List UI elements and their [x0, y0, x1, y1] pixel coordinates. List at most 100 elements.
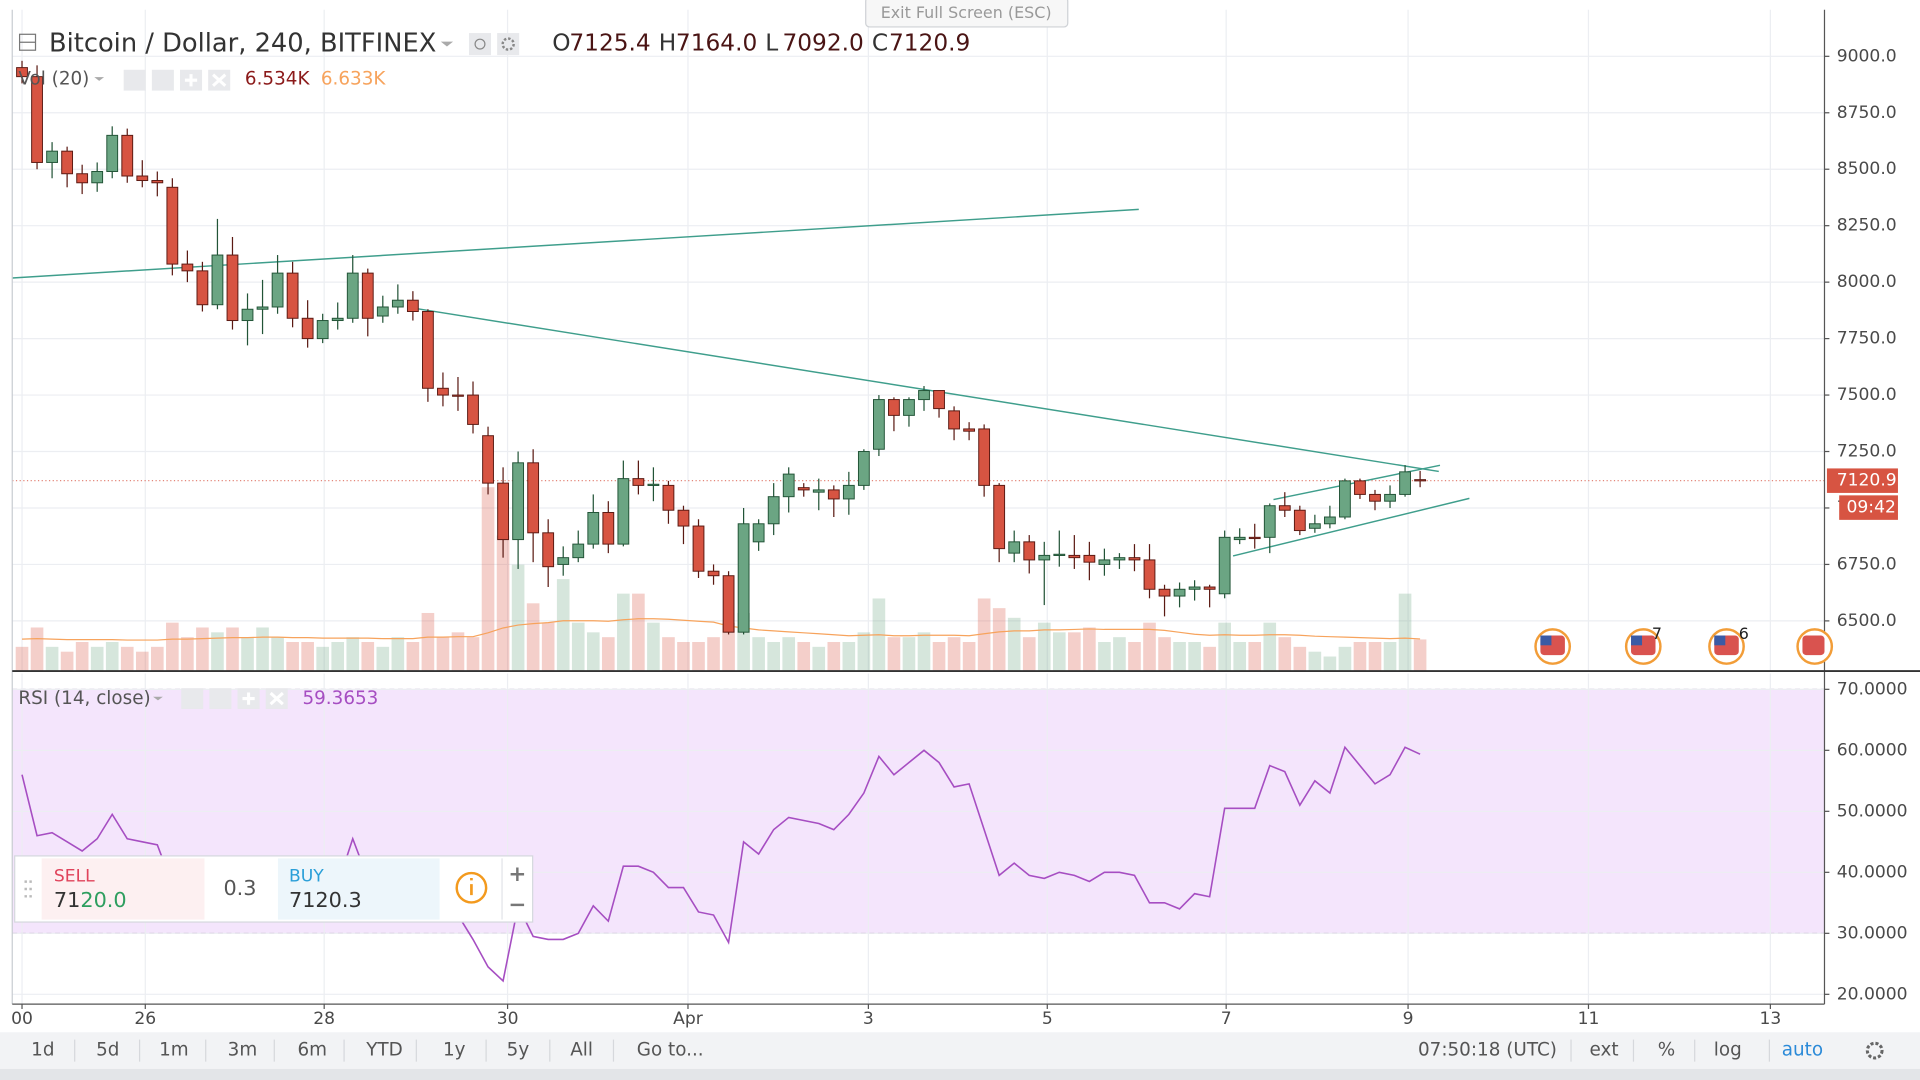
sell-label: SELL: [54, 867, 95, 887]
candle-body: [857, 451, 870, 486]
volume-bar: [391, 637, 405, 672]
expand-button[interactable]: [510, 867, 525, 882]
volume-bar: [1338, 646, 1352, 672]
eye-icon: [474, 38, 486, 50]
range-button[interactable]: 6m: [297, 1040, 327, 1061]
candle-body: [241, 308, 254, 322]
range-button[interactable]: All: [570, 1040, 593, 1061]
candle-body: [903, 399, 915, 416]
eye-button[interactable]: [123, 69, 146, 91]
volume-bar: [842, 642, 856, 672]
volume-bar: [541, 622, 555, 672]
candle-body: [827, 489, 840, 500]
symbol-title[interactable]: Bitcoin / Dollar, 240, BITFINEX: [49, 29, 436, 59]
goto-button[interactable]: Go to...: [637, 1040, 704, 1061]
flag-icon: [1540, 635, 1552, 646]
x-tick-label: 28: [313, 1009, 335, 1029]
settings-icon[interactable]: [1865, 1041, 1884, 1060]
buy-button[interactable]: [277, 858, 440, 920]
dropdown-arrow[interactable]: [153, 696, 163, 701]
eye-button[interactable]: [181, 688, 204, 709]
trend-line[interactable]: [12, 208, 1139, 279]
y-tick-label: 8000.0: [1837, 272, 1897, 292]
range-button[interactable]: 3m: [228, 1040, 258, 1061]
volume-bar: [571, 622, 585, 672]
trend-line[interactable]: [416, 307, 1439, 473]
candle-body: [782, 473, 795, 498]
volume-bar: [135, 651, 149, 672]
candle-body: [1248, 536, 1261, 540]
sell-button[interactable]: [41, 858, 205, 920]
settings-button[interactable]: [209, 688, 232, 709]
candle-body: [301, 317, 314, 340]
candle-body: [978, 428, 991, 486]
range-button[interactable]: 5y: [507, 1040, 530, 1061]
volume-bar: [1323, 656, 1337, 672]
volume-bar: [1128, 642, 1141, 672]
dropdown-arrow[interactable]: [94, 77, 105, 81]
info-button[interactable]: [455, 871, 488, 904]
settings-button[interactable]: [497, 33, 520, 56]
candle-body: [166, 186, 179, 265]
candle-body: [873, 399, 885, 450]
rsi-title: RSI (14, close): [18, 688, 150, 709]
volume-bar: [241, 637, 254, 672]
eye-button[interactable]: [468, 33, 492, 56]
volume-bar: [1398, 593, 1412, 672]
range-button[interactable]: 1y: [443, 1040, 466, 1061]
candle-body: [1384, 493, 1396, 502]
candle-body: [1128, 557, 1141, 561]
volume-title: Vol (20): [18, 69, 89, 90]
volume-bar: [105, 642, 119, 672]
volume-bar: [722, 622, 735, 672]
option-button[interactable]: ext: [1590, 1040, 1619, 1061]
spread: 0.3: [223, 876, 256, 900]
settings-button[interactable]: [151, 69, 174, 91]
volume-bar: [376, 646, 390, 672]
option-button[interactable]: %: [1658, 1040, 1675, 1061]
range-button[interactable]: 1m: [159, 1040, 189, 1061]
candle-body: [647, 483, 660, 486]
volume-bar: [1293, 646, 1307, 672]
volume-bar: [962, 642, 976, 672]
candle-body: [707, 570, 720, 577]
range-button[interactable]: 5d: [96, 1040, 119, 1061]
rsi-controls: [181, 688, 288, 709]
drag-handle[interactable]: [24, 880, 32, 898]
candle-body: [286, 272, 299, 319]
range-button[interactable]: YTD: [365, 1040, 403, 1061]
ohlc-key: C: [872, 30, 888, 57]
volume-bar: [601, 637, 615, 672]
volume-bar: [181, 637, 194, 672]
volume-bar: [1173, 642, 1186, 672]
volume-bar: [1233, 642, 1247, 672]
volume-bar: [947, 637, 961, 672]
volume-bar: [196, 627, 209, 672]
exit-fullscreen-button[interactable]: [865, 0, 1069, 28]
dropdown-arrow[interactable]: [440, 41, 454, 47]
volume-bar: [226, 627, 239, 672]
volume-bar: [1383, 642, 1397, 672]
range-button[interactable]: 1d: [31, 1040, 54, 1061]
clock: 07:50:18 (UTC): [1418, 1040, 1557, 1061]
volume-bar: [917, 632, 931, 672]
candle-body: [632, 478, 645, 486]
volume-bar: [1143, 622, 1156, 672]
buy-label: BUY: [289, 867, 324, 887]
volume-bar: [346, 637, 360, 672]
volume-bar: [692, 642, 705, 672]
volume-bar: [1413, 639, 1427, 672]
option-button[interactable]: log: [1714, 1040, 1742, 1061]
candle-body: [692, 525, 705, 572]
volume-bar: [1188, 642, 1201, 672]
option-button[interactable]: auto: [1782, 1040, 1823, 1061]
volume-ma-line: [21, 618, 1421, 641]
candle-body: [557, 557, 570, 565]
candle-body: [76, 173, 89, 184]
trend-line[interactable]: [1232, 497, 1470, 557]
candle-body: [1203, 586, 1216, 590]
flag-icon: [1714, 635, 1726, 646]
